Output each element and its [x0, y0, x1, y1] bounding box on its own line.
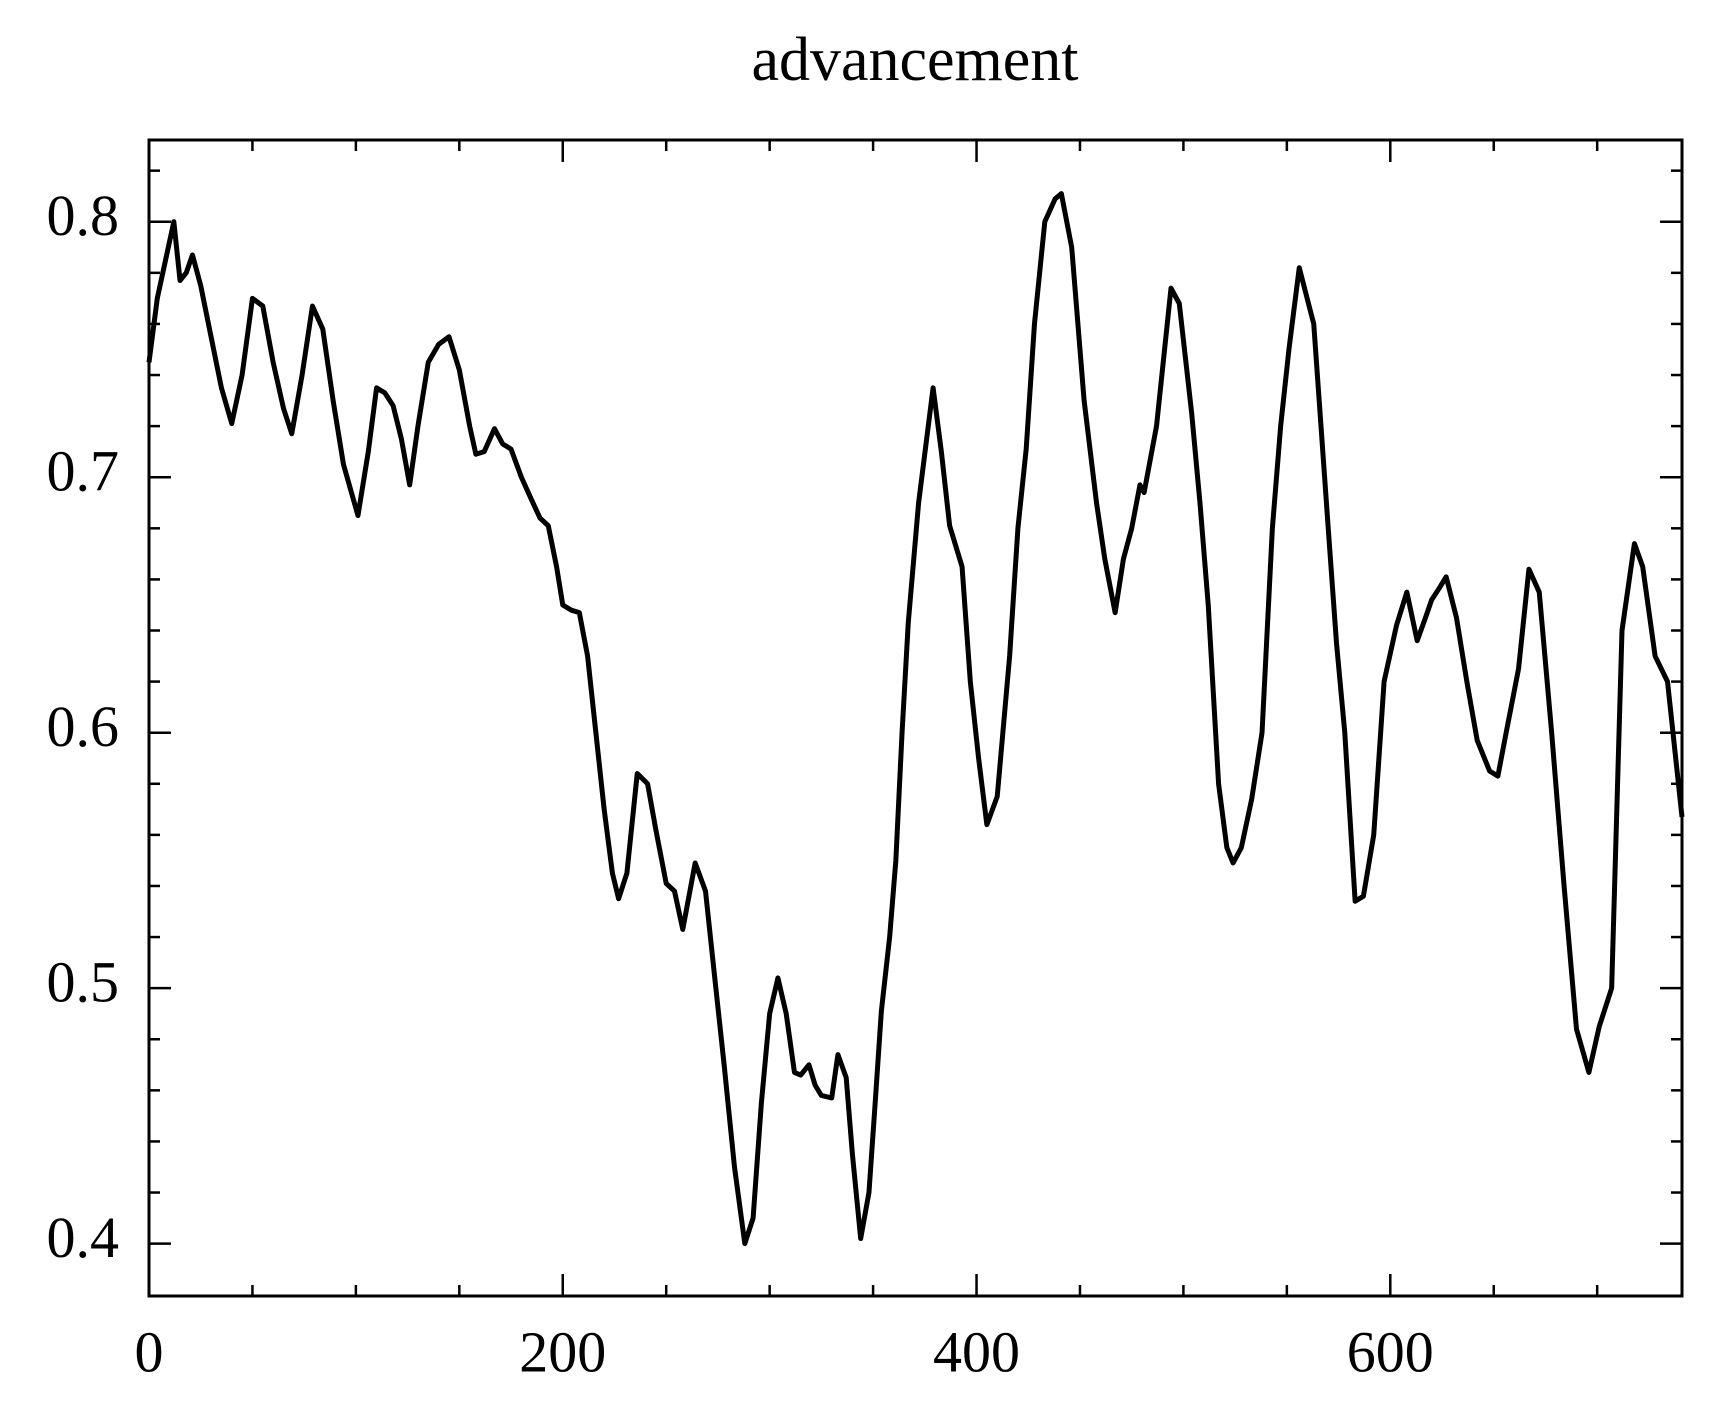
x-tick-label: 200: [519, 1319, 606, 1384]
data-line: [146, 191, 1685, 1247]
y-tick-label: 0.6: [47, 694, 120, 759]
x-tick-label: 400: [933, 1319, 1020, 1384]
y-tick-label: 0.8: [47, 183, 120, 248]
y-tick-label: 0.5: [47, 949, 120, 1014]
x-tick-label: 0: [135, 1319, 164, 1384]
plot-frame: [147, 138, 1684, 1298]
y-tick-label: 0.4: [47, 1205, 120, 1270]
chart-title: advancement: [751, 26, 1078, 94]
y-tick-label: 0.7: [47, 439, 120, 504]
x-tick-label: 600: [1347, 1319, 1434, 1384]
